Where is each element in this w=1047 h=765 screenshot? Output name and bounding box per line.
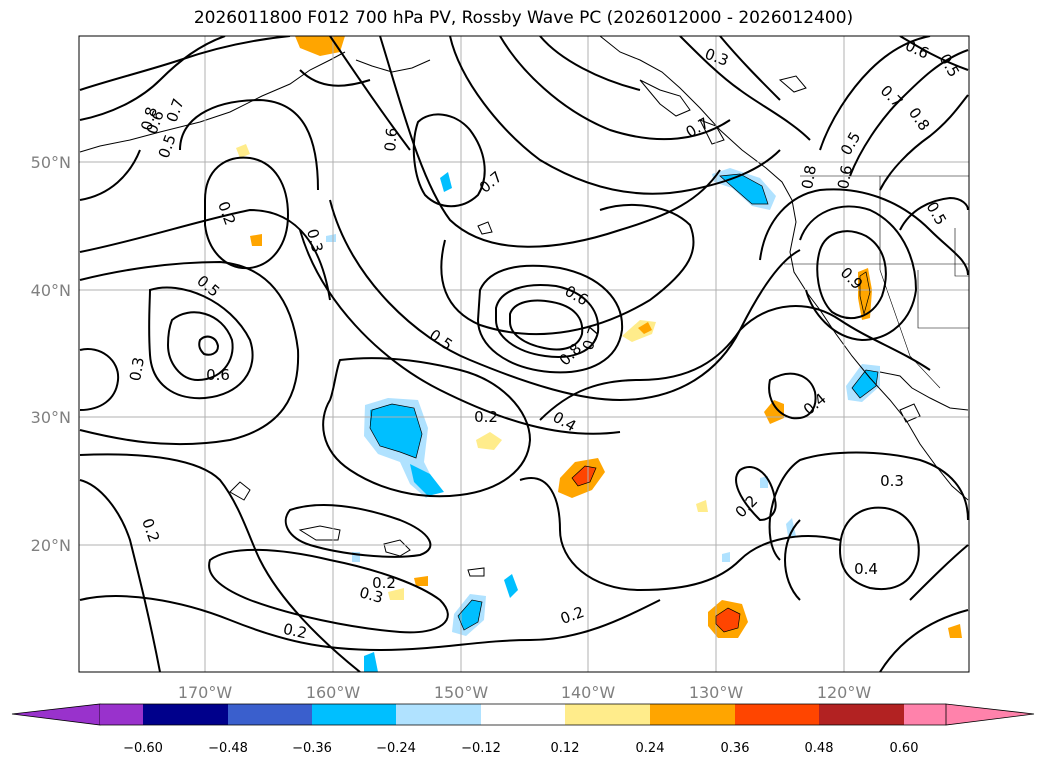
colorbar-swatch xyxy=(481,704,565,725)
contour-label: 0.8 xyxy=(798,164,820,191)
colorbar-swatch xyxy=(143,704,228,725)
colorbar-extend-right xyxy=(945,703,1035,726)
contour-label: 0.3 xyxy=(303,227,327,255)
lon-label-120w: 120°W xyxy=(817,683,872,702)
colorbar-tick-label: −0.48 xyxy=(208,741,248,756)
contour-label: 0.8 xyxy=(137,105,161,133)
borders xyxy=(784,175,969,389)
chart-title: 2026011800 F012 700 hPa PV, Rossby Wave … xyxy=(193,8,854,28)
lon-label-170w: 170°W xyxy=(178,683,233,702)
colorbar-tick-label: 0.60 xyxy=(890,741,919,756)
colorbar-extend-left xyxy=(11,703,101,726)
contour-label: 0.3 xyxy=(880,472,904,490)
contour-label: 0.6 xyxy=(206,366,230,384)
colorbar-swatch xyxy=(396,704,481,725)
colorbar: −0.60 −0.48 −0.36 −0.24 −0.12 0.12 0.24 … xyxy=(11,703,1035,756)
lon-label-150w: 150°W xyxy=(434,683,489,702)
contour-label: 0.3 xyxy=(126,356,148,383)
contour-label: 0.3 xyxy=(357,583,385,607)
lat-label-30n: 30°N xyxy=(31,408,71,427)
colorbar-swatch xyxy=(312,704,396,725)
lat-label-50n: 50°N xyxy=(31,153,71,172)
lon-label-130w: 130°W xyxy=(689,683,744,702)
colorbar-tick-label: −0.60 xyxy=(123,741,163,756)
longitude-labels: 170°W 160°W 150°W 140°W 130°W 120°W xyxy=(178,683,872,702)
coastlines xyxy=(79,36,969,577)
latitude-labels: 50°N 40°N 30°N 20°N xyxy=(31,153,71,555)
contour-label: 0.2 xyxy=(281,620,308,643)
colorbar-tick-label: 0.36 xyxy=(721,741,750,756)
colorbar-swatch xyxy=(228,704,312,725)
colorbar-tick-label: 0.24 xyxy=(636,741,665,756)
colorbar-tick-label: 0.12 xyxy=(551,741,580,756)
pv-contours xyxy=(79,36,969,672)
colorbar-swatch xyxy=(565,704,650,725)
colorbar-swatch xyxy=(735,704,819,725)
map-background xyxy=(79,36,969,672)
colorbar-swatch xyxy=(904,704,946,725)
lon-label-140w: 140°W xyxy=(561,683,616,702)
contour-label: 0.6 xyxy=(834,164,856,191)
colorbar-swatch xyxy=(650,704,735,725)
colorbar-swatch xyxy=(819,704,904,725)
colorbar-swatch xyxy=(100,704,143,725)
colorbar-tick-label: −0.12 xyxy=(461,741,501,756)
anomaly-outlines xyxy=(369,173,879,633)
lat-label-20n: 20°N xyxy=(31,536,71,555)
contour-label: 0.6 xyxy=(381,127,401,152)
contour-label: 0.2 xyxy=(372,574,396,592)
contour-label: 0.4 xyxy=(854,560,878,578)
contour-label: 0.2 xyxy=(474,408,498,426)
colorbar-tick-label: 0.48 xyxy=(805,741,834,756)
colorbar-tick-label: −0.36 xyxy=(292,741,332,756)
colorbar-tick-label: −0.24 xyxy=(376,741,416,756)
lat-label-40n: 40°N xyxy=(31,281,71,300)
map-frame xyxy=(78,35,970,673)
lon-label-160w: 160°W xyxy=(306,683,361,702)
